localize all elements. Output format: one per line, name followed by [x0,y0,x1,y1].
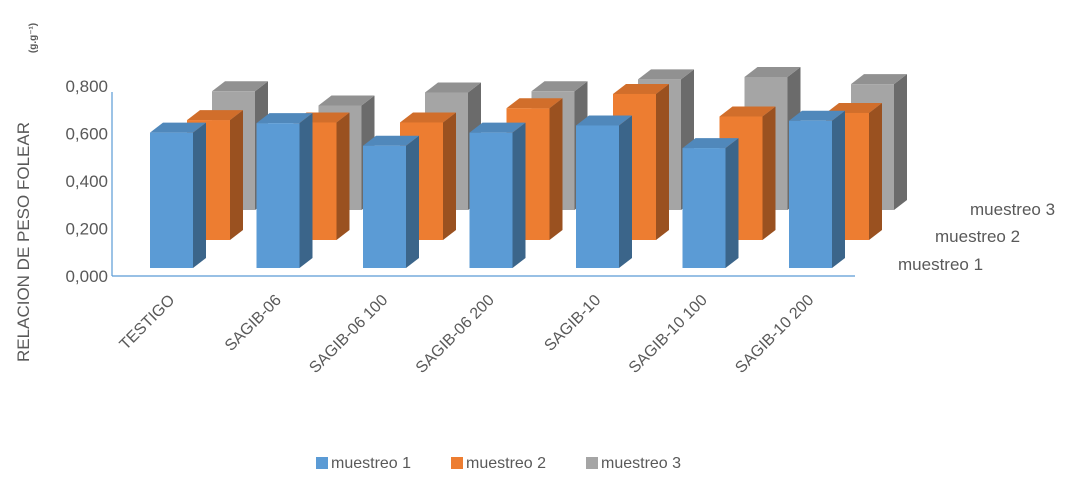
bar-front-face [256,123,300,268]
legend-swatch [586,457,598,469]
legend-item: muestreo 2 [451,455,546,472]
x-tick-label: SAGIB-06 100 [306,292,391,377]
bar-side-face [725,138,739,268]
bar-top-face [425,82,481,93]
bar-top-face [469,122,526,133]
bar-front-face [363,145,406,268]
bar-top-face [576,115,632,126]
bar-muestreo-1-SAGIB-06-100 [363,135,419,268]
bar-top-face [638,69,694,80]
axes-layer [111,92,855,277]
y-axis-unit: (g.g⁻¹) [28,23,39,53]
bar-top-face [744,67,801,77]
bar-side-face [894,74,907,210]
bar-top-face [613,83,669,94]
bar-side-face [656,83,669,240]
bar-muestreo-1-SAGIB-10 [576,115,632,268]
legend-swatch [316,457,328,469]
depth-axis-label: muestreo 1 [898,255,983,274]
bar-muestreo-1-SAGIB-06 [256,113,313,268]
legend-label: muestreo 2 [466,455,546,472]
bar-front-face [150,132,193,268]
bar-front-face [682,148,726,268]
legend-item: muestreo 3 [586,455,681,472]
legend-label: muestreo 3 [601,455,681,472]
bar-front-face [469,132,513,268]
y-tick-label: 0,600 [65,125,108,144]
y-axis-title: RELACION DE PESO FOLEAR [14,122,33,362]
x-tick-label: TESTIGO [117,292,179,354]
y-tick-label: 0,800 [65,77,108,96]
bar-top-face [256,113,313,124]
bar-side-face [230,110,243,240]
bar-muestreo-1-SAGIB-10-200 [789,110,845,268]
depth-axis-label: muestreo 2 [935,227,1020,246]
bar-top-face [212,81,268,92]
x-tick-label: SAGIB-06 [222,292,285,355]
bar-top-face [506,98,563,109]
x-tick-label: SAGIB-06 200 [413,292,498,377]
bar-muestreo-1-SAGIB-06-200 [469,122,526,268]
legend: muestreo 1 muestreo 2 muestreo 3 [316,455,681,472]
bar-muestreo-1-SAGIB-10-100 [682,138,739,268]
bar-muestreo-1-TESTIGO [150,122,206,268]
bar-side-face [619,115,632,268]
bar-side-face [512,122,526,268]
y-tick-label: 0,400 [65,172,108,191]
bar-side-face [762,106,776,240]
x-tick-label: SAGIB-10 200 [732,292,817,377]
legend-item: muestreo 1 [316,455,411,472]
bar-side-face [336,112,350,240]
bar-side-face [832,110,845,268]
x-tick-label: SAGIB-10 [541,292,604,355]
bar-top-face [531,81,588,92]
bar-side-face [443,112,456,240]
bar-top-face [826,102,882,113]
bar-side-face [406,135,419,268]
bar-side-face [299,113,313,268]
x-tick-label: SAGIB-10 100 [626,292,711,377]
bar-front-face [789,120,832,268]
depth-axis-label: muestreo 3 [970,200,1055,219]
bar-top-face [187,110,243,121]
y-tick-label: 0,200 [65,220,108,239]
bar-side-face [193,122,206,268]
bar-top-face [789,110,845,121]
bar-top-face [851,74,907,85]
bar-top-face [400,112,456,123]
bar-front-face [576,125,619,268]
legend-swatch [451,457,463,469]
bar-top-face [682,138,739,149]
bars-layer [150,67,907,268]
bar-side-face [549,98,563,240]
bar-side-face [869,102,882,240]
bar-top-face [719,106,776,117]
bar-top-face [363,135,419,146]
bar-top-face [318,95,375,106]
bar-top-face [150,122,206,133]
legend-label: muestreo 1 [331,455,411,472]
y-tick-label: 0,000 [65,267,108,286]
